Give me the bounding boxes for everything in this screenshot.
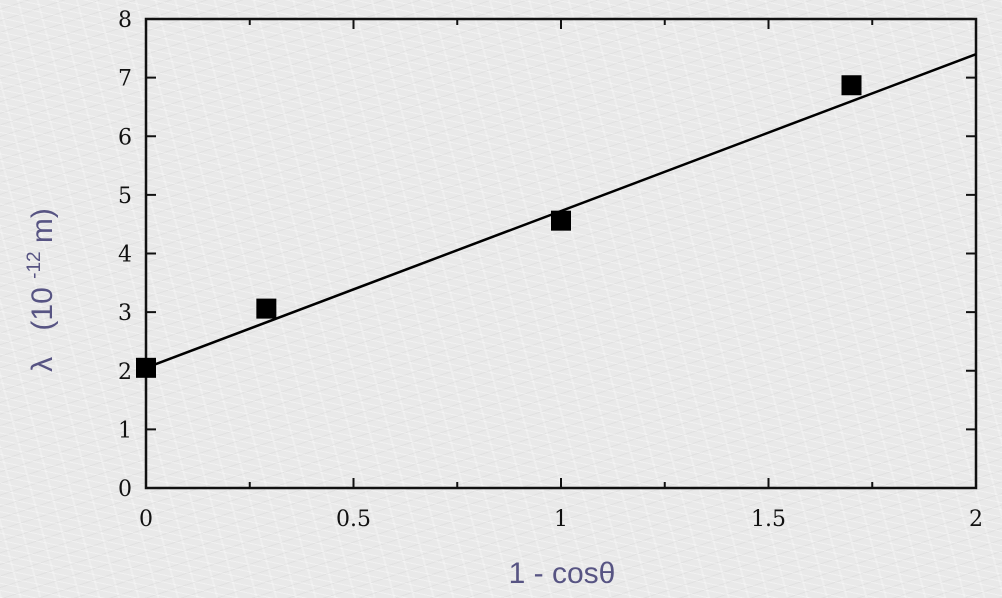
y-tick-label: 8 (118, 8, 132, 33)
y-tick-label: 0 (118, 477, 132, 502)
x-tick-label: 0.5 (336, 507, 371, 532)
y-tick-label: 5 (118, 184, 132, 209)
y-axis-title: λ (10 -12 m) (14, 208, 59, 372)
data-point-square (841, 75, 862, 96)
x-tick-label: 1 (554, 507, 568, 532)
y-tick-label: 7 (118, 67, 132, 92)
tick-labels-group: 0 0.5 1 1.5 2 0 1 2 3 4 5 6 7 8 (118, 8, 983, 532)
y-axis-unit: m) (26, 208, 59, 243)
y-axis-unit-exponent: -12 (24, 251, 45, 278)
y-tick-label: 2 (118, 360, 132, 385)
x-axis-title: 1 - cosθ (509, 557, 616, 590)
axis-ticks-group (145, 18, 977, 489)
data-point-square (256, 298, 277, 319)
y-axis-symbol: λ (26, 357, 59, 372)
y-tick-label: 3 (118, 301, 132, 326)
x-tick-label: 1.5 (751, 507, 786, 532)
x-tick-label: 2 (969, 507, 983, 532)
data-point-square (551, 210, 571, 231)
x-tick-label: 0 (139, 507, 153, 532)
y-tick-label: 1 (118, 418, 132, 443)
y-axis-unit-base: (10 (26, 287, 59, 330)
y-tick-label: 4 (118, 243, 132, 268)
data-points-group (136, 75, 862, 378)
data-point-square (136, 357, 156, 378)
y-tick-label: 6 (118, 125, 132, 150)
